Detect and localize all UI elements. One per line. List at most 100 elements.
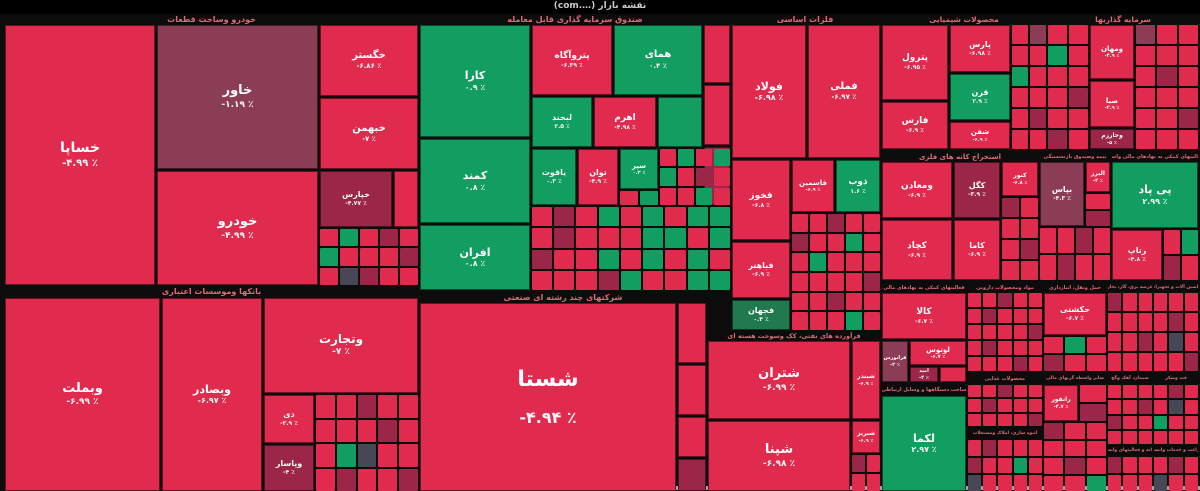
treemap-cell[interactable]	[1178, 109, 1198, 128]
treemap-cell-ticker[interactable]: ومهان -۴.۹ ٪	[1090, 25, 1134, 79]
treemap-cell[interactable]	[852, 474, 865, 491]
treemap-cell-ticker[interactable]: صبا -۴.۹ ٪	[1090, 81, 1134, 127]
treemap-cell[interactable]	[687, 228, 708, 248]
treemap-cell[interactable]	[1157, 130, 1177, 149]
treemap-cell[interactable]	[1048, 25, 1067, 44]
treemap-cell[interactable]	[1069, 25, 1088, 44]
treemap-cell[interactable]	[1123, 313, 1137, 331]
treemap-cell-ticker[interactable]: فخوز -۶.۸ ٪	[732, 160, 790, 240]
treemap-cell[interactable]	[532, 249, 553, 269]
treemap-cell[interactable]	[1123, 353, 1137, 371]
treemap-cell[interactable]	[998, 325, 1012, 339]
treemap-cell[interactable]	[687, 207, 708, 227]
treemap-cell[interactable]	[1164, 256, 1180, 280]
treemap-cell[interactable]	[968, 413, 982, 426]
treemap-cell[interactable]	[357, 395, 377, 418]
treemap-cell[interactable]	[1028, 440, 1042, 456]
treemap-cell[interactable]	[968, 341, 982, 355]
treemap-cell[interactable]	[1169, 385, 1183, 399]
treemap-cell[interactable]	[1048, 67, 1067, 86]
treemap-cell[interactable]	[714, 187, 730, 205]
treemap-cell[interactable]	[1138, 385, 1152, 399]
treemap-cell[interactable]	[1028, 475, 1042, 491]
treemap-cell[interactable]	[678, 187, 694, 205]
treemap-cell-ticker[interactable]: خساپا -۴.۹۹ ٪	[5, 25, 155, 285]
treemap-cell-ticker[interactable]: شپنا -۶.۹۸ ٪	[708, 421, 850, 491]
treemap-cell[interactable]	[316, 444, 335, 467]
treemap-cell[interactable]	[1123, 400, 1137, 414]
treemap-cell[interactable]	[1182, 256, 1198, 280]
treemap-cell-ticker[interactable]: خگستر -۶.۸۶ ٪	[320, 25, 418, 96]
treemap-cell[interactable]	[554, 207, 575, 227]
treemap-cell[interactable]	[1021, 219, 1038, 238]
treemap-cell[interactable]	[828, 233, 844, 252]
treemap-cell[interactable]	[1065, 458, 1085, 474]
treemap-cell[interactable]	[336, 468, 356, 491]
treemap-cell-ticker[interactable]: پتروآگاه -۶.۳۹ ٪	[532, 25, 612, 95]
treemap-cell[interactable]	[532, 207, 553, 227]
treemap-cell[interactable]	[532, 228, 553, 248]
treemap-cell[interactable]	[998, 399, 1012, 412]
treemap-cell-ticker[interactable]: خودرو -۴.۹۹ ٪	[157, 171, 318, 285]
treemap-cell[interactable]	[1076, 255, 1092, 280]
treemap-cell[interactable]	[998, 341, 1012, 355]
treemap-cell[interactable]	[1178, 130, 1198, 149]
treemap-cell-ticker[interactable]: توان -۴.۹ ٪	[578, 149, 618, 205]
treemap-cell[interactable]	[1065, 337, 1085, 353]
treemap-cell[interactable]	[620, 270, 642, 290]
treemap-cell[interactable]	[792, 292, 808, 311]
treemap-cell[interactable]	[1002, 219, 1019, 238]
treemap-cell[interactable]	[1169, 457, 1183, 473]
treemap-cell-ticker[interactable]: کگل -۳.۹ ٪	[954, 162, 1000, 218]
treemap-cell[interactable]	[340, 267, 358, 285]
treemap-cell-ticker[interactable]: فملی -۶.۹۷ ٪	[808, 25, 880, 158]
treemap-cell[interactable]	[678, 303, 706, 363]
treemap-cell[interactable]	[1178, 25, 1198, 44]
treemap-cell[interactable]	[320, 248, 338, 266]
treemap-cell[interactable]	[968, 475, 982, 491]
treemap-cell[interactable]	[643, 228, 664, 248]
treemap-cell[interactable]	[1040, 228, 1056, 253]
treemap-cell[interactable]	[1021, 240, 1038, 259]
treemap-cell[interactable]	[1154, 457, 1168, 473]
treemap-cell-ticker[interactable]: وبصادر -۶.۹۷ ٪	[162, 298, 262, 491]
treemap-cell[interactable]	[1013, 293, 1027, 307]
treemap-cell[interactable]	[360, 248, 378, 266]
treemap-cell[interactable]	[1028, 293, 1042, 307]
treemap-cell[interactable]	[1030, 109, 1046, 128]
treemap-cell[interactable]	[1123, 475, 1137, 491]
treemap-cell[interactable]	[1094, 228, 1110, 253]
treemap-cell[interactable]	[1030, 88, 1046, 107]
treemap-cell-ticker[interactable]: خبهمن -۷ ٪	[320, 98, 418, 169]
treemap-cell-ticker[interactable]: پترول -۶.۹۵ ٪	[882, 25, 948, 100]
treemap-cell[interactable]	[810, 253, 826, 271]
treemap-cell[interactable]	[940, 367, 966, 382]
treemap-cell[interactable]	[709, 249, 730, 269]
treemap-cell[interactable]	[983, 457, 997, 474]
treemap-cell[interactable]	[983, 293, 997, 307]
treemap-cell[interactable]	[1044, 337, 1064, 353]
treemap-cell[interactable]	[1157, 88, 1177, 107]
treemap-cell-ticker[interactable]: فرابورس -۲ ٪	[882, 341, 908, 382]
treemap-cell[interactable]	[360, 267, 378, 285]
treemap-cell[interactable]	[1030, 130, 1046, 149]
treemap-cell[interactable]	[983, 475, 997, 491]
treemap-cell[interactable]	[968, 325, 982, 339]
treemap-cell[interactable]	[968, 399, 982, 412]
treemap-cell-ticker[interactable]: لوتوس -۶.۷ ٪	[910, 341, 966, 365]
treemap-cell[interactable]	[394, 171, 418, 227]
treemap-cell-ticker[interactable]: فاسمین -۶.۹ ٪	[792, 160, 834, 212]
treemap-cell[interactable]	[1028, 325, 1042, 339]
treemap-cell[interactable]	[1138, 353, 1152, 371]
treemap-cell[interactable]	[1012, 25, 1028, 44]
treemap-cell[interactable]	[643, 207, 664, 227]
treemap-cell[interactable]	[1184, 353, 1198, 371]
treemap-cell[interactable]	[360, 229, 378, 247]
treemap-cell[interactable]	[1178, 88, 1198, 107]
treemap-cell[interactable]	[340, 248, 358, 266]
treemap-cell[interactable]	[554, 228, 575, 248]
treemap-cell[interactable]	[678, 168, 694, 186]
treemap-cell[interactable]	[1184, 385, 1198, 399]
treemap-cell[interactable]	[828, 292, 844, 311]
treemap-cell[interactable]	[380, 248, 398, 266]
